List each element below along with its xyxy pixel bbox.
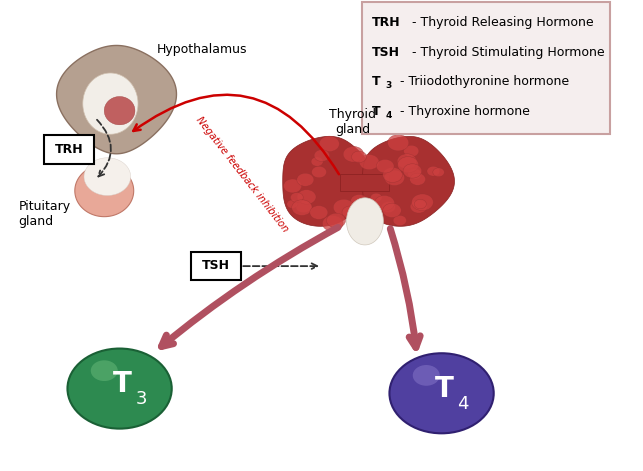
Text: TRH: TRH (55, 143, 84, 156)
Polygon shape (104, 97, 135, 125)
Circle shape (322, 215, 343, 231)
Circle shape (310, 205, 328, 219)
FancyBboxPatch shape (192, 252, 241, 280)
Text: - Triiodothyronine hormone: - Triiodothyronine hormone (395, 75, 568, 89)
Circle shape (352, 151, 367, 162)
Circle shape (297, 190, 316, 204)
FancyArrowPatch shape (133, 95, 339, 174)
Text: Negative feedback inhibition: Negative feedback inhibition (194, 115, 291, 234)
Text: - Thyroid Stimulating Hormone: - Thyroid Stimulating Hormone (408, 46, 604, 59)
Text: Pituitary
gland: Pituitary gland (19, 200, 71, 228)
Circle shape (414, 199, 426, 209)
Circle shape (333, 199, 354, 215)
Circle shape (408, 169, 422, 179)
Circle shape (383, 167, 403, 182)
Text: TSH: TSH (202, 260, 230, 272)
Circle shape (388, 135, 409, 151)
Circle shape (343, 146, 363, 162)
Circle shape (404, 145, 419, 157)
Text: Hypothalamus: Hypothalamus (156, 43, 247, 56)
FancyBboxPatch shape (362, 2, 610, 134)
Circle shape (413, 365, 440, 386)
Circle shape (390, 353, 494, 433)
Polygon shape (57, 46, 176, 154)
FancyBboxPatch shape (44, 135, 94, 164)
Polygon shape (283, 137, 375, 226)
Circle shape (359, 154, 379, 170)
Circle shape (287, 200, 298, 208)
Circle shape (312, 166, 327, 178)
Circle shape (327, 213, 345, 228)
Text: T: T (435, 374, 454, 403)
Circle shape (393, 215, 406, 226)
Text: 3: 3 (135, 390, 147, 408)
Circle shape (374, 195, 395, 211)
Text: 4: 4 (386, 111, 392, 120)
Circle shape (91, 360, 118, 381)
Circle shape (311, 157, 323, 166)
Circle shape (350, 195, 368, 208)
Circle shape (410, 173, 426, 185)
Circle shape (433, 168, 444, 177)
Circle shape (370, 193, 382, 202)
Polygon shape (83, 73, 138, 134)
Text: TRH: TRH (372, 16, 401, 29)
Text: T: T (113, 370, 132, 398)
Circle shape (292, 200, 312, 215)
Circle shape (403, 164, 422, 178)
Circle shape (68, 349, 172, 429)
Circle shape (381, 202, 395, 212)
Polygon shape (363, 137, 455, 226)
Text: 4: 4 (457, 395, 469, 413)
Polygon shape (84, 158, 131, 195)
Text: - Thyroid Releasing Hormone: - Thyroid Releasing Hormone (408, 16, 593, 29)
Circle shape (291, 193, 303, 203)
Circle shape (319, 136, 340, 152)
Circle shape (397, 157, 419, 173)
Polygon shape (347, 198, 383, 245)
Circle shape (412, 194, 433, 211)
Circle shape (383, 203, 401, 218)
Circle shape (397, 154, 417, 169)
Circle shape (297, 173, 314, 187)
Circle shape (410, 200, 428, 213)
Polygon shape (75, 165, 134, 217)
Text: TSH: TSH (372, 46, 401, 59)
Circle shape (284, 179, 302, 193)
Text: T: T (372, 105, 381, 118)
Circle shape (296, 200, 312, 213)
Text: 3: 3 (386, 81, 392, 90)
Circle shape (314, 150, 330, 162)
Circle shape (427, 166, 440, 176)
Text: Thyroid
gland: Thyroid gland (329, 108, 376, 137)
Circle shape (385, 170, 404, 186)
Polygon shape (340, 174, 390, 191)
Text: T: T (372, 75, 381, 89)
Text: - Thyroxine hormone: - Thyroxine hormone (395, 105, 529, 118)
Circle shape (376, 159, 394, 173)
Circle shape (342, 206, 359, 219)
